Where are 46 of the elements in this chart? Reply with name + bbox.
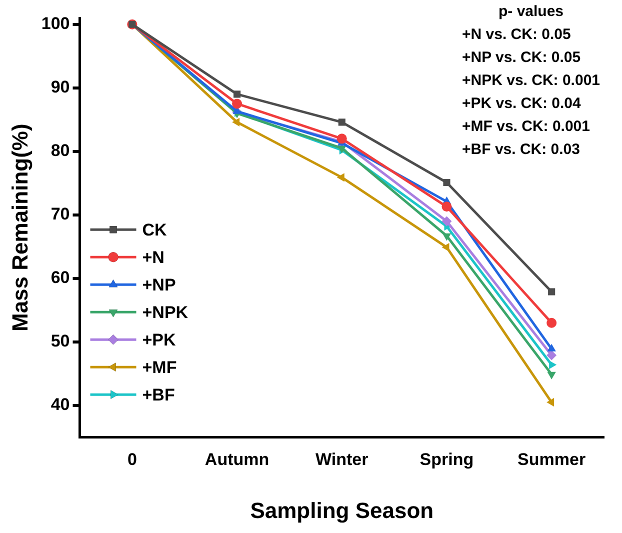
point	[546, 398, 554, 407]
y-axis-title: Mass Remaining(%)	[7, 124, 32, 332]
legend-label: +BF	[142, 385, 175, 404]
annotation: +N vs. CK: 0.05	[462, 26, 571, 44]
point	[549, 360, 557, 370]
legend-label: CK	[142, 220, 168, 240]
point	[232, 98, 242, 109]
point	[442, 242, 450, 252]
legend-label: +NP	[142, 275, 176, 294]
annotation: +NPK vs. CK: 0.001	[462, 72, 600, 90]
annotation: +BF vs. CK: 0.03	[462, 141, 580, 158]
y-tick-label: 80	[50, 141, 70, 160]
point	[547, 344, 556, 352]
point	[547, 372, 556, 380]
y-tick-label: 70	[50, 204, 70, 224]
point	[336, 134, 347, 144]
point	[546, 318, 557, 328]
y-tick-label: 50	[50, 332, 70, 351]
point	[442, 202, 452, 212]
point	[338, 118, 346, 126]
point	[442, 216, 452, 226]
x-tick-label: Autumn	[204, 450, 270, 470]
x-tick-label: Summer	[518, 450, 586, 470]
y-tick-label: 60	[50, 268, 70, 288]
y-tick-label: 100	[41, 14, 70, 34]
point	[232, 118, 240, 126]
annotation: +NP vs. CK: 0.05	[462, 49, 581, 66]
x-tick-label: Spring	[420, 450, 474, 470]
point	[546, 350, 557, 360]
point	[443, 178, 450, 186]
point	[234, 90, 241, 98]
annotation: +PK vs. CK: 0.04	[462, 95, 582, 112]
x-tick-label: 0	[127, 450, 137, 470]
y-tick-label: 40	[50, 395, 70, 414]
x-tick-label: Winter	[316, 450, 369, 470]
annotation: +MF vs. CK: 0.001	[462, 118, 590, 136]
point	[442, 233, 452, 241]
legend-label: +NPK	[142, 302, 189, 322]
x-axis-title: Sampling Season	[250, 498, 434, 523]
point	[336, 173, 344, 182]
legend-label: +N	[142, 248, 164, 267]
y-tick-label: 90	[50, 78, 70, 97]
point	[548, 288, 556, 296]
annotation: p- values	[498, 3, 564, 20]
legend-label: +PK	[142, 330, 177, 350]
legend-label: +MF	[142, 358, 177, 377]
